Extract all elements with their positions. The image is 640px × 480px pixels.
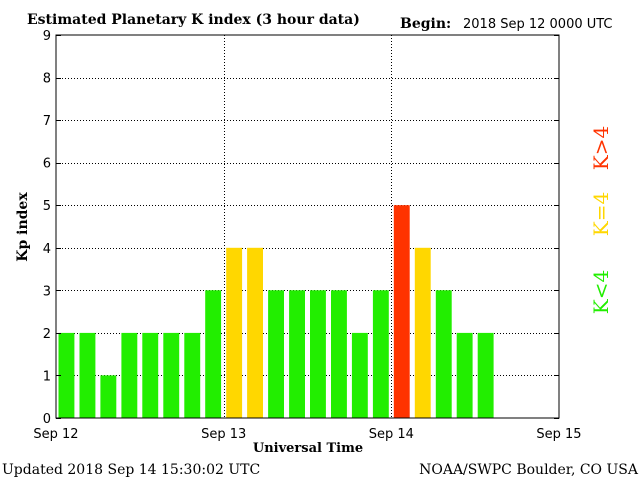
y-tick-label: 6	[43, 157, 51, 172]
kp-bar	[268, 290, 284, 418]
kp-bar	[100, 375, 117, 418]
kp-bar	[205, 290, 222, 418]
kp-bar	[351, 332, 368, 418]
legend-high: K>4	[589, 126, 613, 170]
kp-bar	[393, 205, 410, 418]
kp-bar	[121, 332, 138, 418]
kp-bar	[331, 290, 347, 418]
y-tick-label: 3	[43, 284, 51, 299]
y-axis-ticks: 0 1 2 3 4 5 6 7 8 9	[43, 29, 559, 427]
updated-timestamp: Updated 2018 Sep 14 15:30:02 UTC	[2, 462, 260, 478]
kp-bar	[184, 332, 201, 418]
y-tick-label: 7	[43, 114, 51, 129]
legend-low: K<4	[589, 270, 613, 314]
y-tick-label: 8	[43, 72, 51, 87]
y-axis-label: Kp index	[15, 192, 31, 262]
kp-bars	[58, 205, 494, 418]
y-tick-label: 1	[43, 369, 51, 384]
kp-bar	[58, 332, 75, 418]
x-axis-label: Universal Time	[253, 441, 363, 456]
y-tick-label: 2	[43, 327, 51, 342]
kp-bar	[163, 332, 180, 418]
kp-bar	[226, 247, 243, 418]
x-tick-label: Sep 14	[369, 427, 414, 442]
plot-area	[55, 34, 560, 419]
y-tick-label: 5	[43, 199, 51, 214]
kp-bar	[435, 290, 452, 418]
y-tick-label: 4	[43, 242, 51, 257]
kp-bar	[372, 290, 389, 418]
y-tick-label: 0	[43, 412, 51, 427]
chart-title: Estimated Planetary K index (3 hour data…	[27, 12, 360, 28]
kp-bar	[142, 332, 159, 418]
begin-label: Begin:	[400, 16, 451, 32]
kp-bar	[247, 247, 263, 418]
kp-bar	[477, 332, 494, 418]
x-tick-label: Sep 12	[33, 427, 78, 442]
x-tick-label: Sep 15	[536, 427, 581, 442]
source-credit: NOAA/SWPC Boulder, CO USA	[419, 462, 639, 478]
legend-mid: K=4	[589, 192, 613, 236]
grid-lines	[56, 35, 559, 418]
kp-bar	[414, 247, 431, 418]
kp-bar	[79, 332, 96, 418]
x-axis-ticks: Sep 12 Sep 13 Sep 14 Sep 15	[33, 427, 581, 442]
kp-bar	[456, 332, 473, 418]
kp-bar	[310, 290, 326, 418]
x-tick-label: Sep 13	[201, 427, 246, 442]
kp-bar	[289, 290, 305, 418]
plot-frame	[55, 34, 560, 419]
begin-value: 2018 Sep 12 0000 UTC	[463, 17, 613, 32]
y-tick-label: 9	[43, 29, 51, 44]
